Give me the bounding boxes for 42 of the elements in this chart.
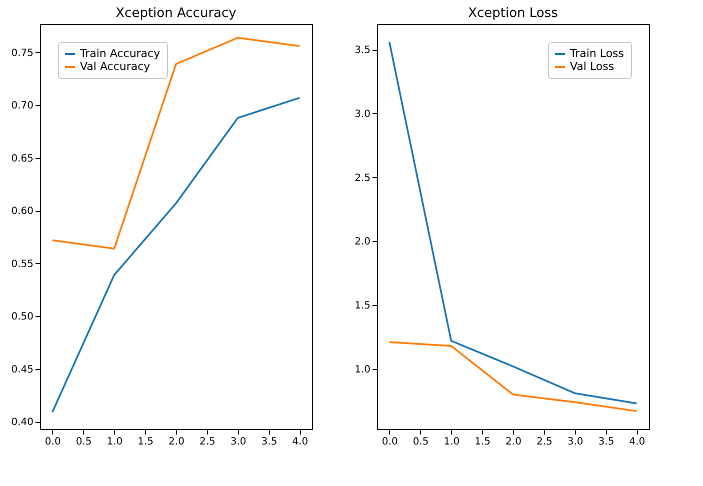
x-tick-label: 4.0: [292, 436, 308, 448]
x-tick-label: 2.0: [168, 436, 184, 448]
y-tick-label: 3.5: [354, 45, 370, 56]
x-tick-label: 1.0: [106, 436, 123, 448]
y-tick-label: 1.0: [354, 364, 370, 376]
line-series: [388, 341, 638, 412]
legend-label: Val Accuracy: [80, 60, 151, 73]
x-tick-label: 3.5: [261, 436, 278, 448]
x-tick-label: 0.5: [412, 436, 429, 448]
x-tick-label: 1.0: [444, 436, 460, 448]
x-tick-label: 0.5: [76, 436, 92, 448]
legend-label: Train Loss: [569, 47, 624, 60]
y-tick-label: 0.65: [11, 153, 34, 164]
y-tick-label: 0.60: [11, 206, 34, 218]
chart-title: Xception Accuracy: [116, 6, 237, 21]
y-tick-label: 0.45: [11, 364, 34, 376]
x-tick-label: 2.5: [199, 436, 216, 448]
x-tick-label: 3.0: [567, 436, 584, 448]
y-tick-label: 0.50: [11, 312, 34, 323]
chart-title: Xception Loss: [468, 6, 558, 21]
line-series: [51, 96, 301, 414]
x-tick-label: 2.0: [506, 436, 522, 448]
x-tick-label: 2.5: [536, 436, 552, 448]
x-tick-label: 3.5: [598, 436, 614, 448]
x-tick-label: 0.0: [44, 436, 61, 448]
y-tick-label: 3.0: [354, 108, 370, 120]
y-tick-label: 1.5: [354, 300, 370, 312]
y-tick-label: 0.70: [11, 100, 34, 112]
y-tick-label: 0.40: [11, 417, 34, 428]
x-tick-label: 0.0: [382, 436, 398, 448]
x-tick-label: 4.0: [629, 436, 646, 448]
y-tick-label: 2.5: [354, 172, 370, 184]
line-series: [51, 36, 301, 250]
x-tick-label: 3.0: [230, 436, 246, 448]
x-tick-label: 1.5: [474, 436, 491, 448]
line-series: [388, 40, 638, 404]
x-tick-label: 1.5: [138, 436, 154, 448]
y-tick-label: 0.75: [11, 48, 34, 59]
y-tick-label: 2.0: [354, 236, 370, 248]
legend-label: Train Accuracy: [79, 47, 161, 60]
legend-label: Val Loss: [570, 60, 614, 73]
y-tick-label: 0.55: [11, 258, 34, 270]
